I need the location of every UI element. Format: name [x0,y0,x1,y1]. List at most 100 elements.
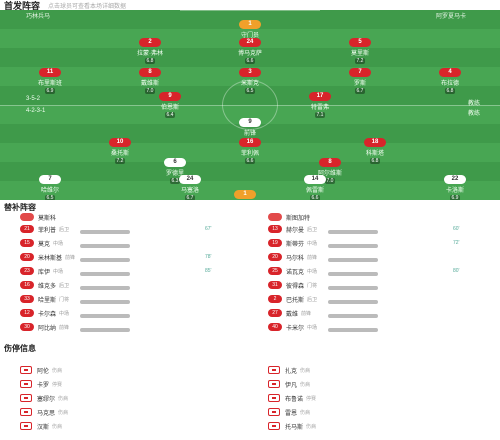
home-player[interactable]: 8 戴维斯 7.0 [110,68,190,94]
injury-icon [20,408,32,416]
sub-role: 中场 [307,240,318,247]
sub-row[interactable]: 19 斯蒂芬 中场 [268,237,317,249]
sub-row[interactable]: 25 诺瓦克 中场 [268,265,317,277]
sub-rating-bar [80,328,130,332]
sub-name: 巴托斯 [286,297,305,304]
away-team-label: 阿罗夏马卡 [435,14,466,20]
home-player[interactable]: 7 罗斯 6.7 [320,68,400,94]
player-name: 佩雷斯 [305,188,324,194]
player-rating: 7.0 [144,88,156,94]
player-name: 罗斯 [353,81,366,87]
home-player[interactable]: 11 布里斯班 6.9 [10,68,90,94]
away-player[interactable]: 16 菲利佩 6.6 [210,138,290,164]
home-player[interactable]: 17 特雷弗 7.1 [280,92,360,118]
player-rating: 6.8 [144,58,156,64]
home-player[interactable]: 2 拉蒙·弗林 6.8 [110,38,190,64]
home-player[interactable]: 4 布拉德 6.8 [410,68,490,94]
injury-row: 汉斯 伤病 [20,420,62,432]
player-rating: 7.0 [324,178,336,184]
away-player[interactable]: 22 卡洛斯 6.9 [415,175,495,200]
home-player[interactable]: 5 莫里斯 7.2 [320,38,400,64]
away-player[interactable]: 8 阿尔维斯 7.0 [290,158,370,184]
sub-name: 戴维 [286,311,299,318]
player-rating: 7.2 [114,158,126,164]
injury-row: 扎克 伤病 [268,364,310,376]
shirt-number: 30 [20,323,34,331]
lineup-title: 首发阵容 [4,0,41,11]
sub-rating-bar [328,272,378,276]
sub-minute: 85' [205,268,212,274]
sub-name: 斯蒂芬 [286,241,305,248]
player-name: 菲利佩 [240,151,259,157]
shirt-number: 7 [39,175,61,184]
away-player[interactable]: 24 马塞洛 6.7 [150,175,230,200]
sub-row[interactable]: 12 卡尔森 中场 [20,307,69,319]
shirt-number: 2 [268,295,282,303]
sub-rating-bar [80,300,130,304]
sub-row[interactable]: 33 哈里斯 门将 [20,293,69,305]
player-rating: 6.5 [244,88,256,94]
home-coach: 教练 [467,101,480,107]
subs-home-team: 莫斯科 [20,211,56,223]
player-rating: 6.3 [169,178,181,184]
sub-row[interactable]: 27 戴维 前锋 [268,307,311,319]
away-player[interactable]: 7 哈维尔 6.5 [10,175,90,200]
sub-row[interactable]: 20 米林斯基 前锋 [20,251,75,263]
injury-player-name: 布鲁诺 [285,396,304,403]
sub-rating-bar [328,300,378,304]
home-player[interactable]: 24 博马克萨 6.6 [210,38,290,64]
shirt-number: 10 [109,138,131,147]
away-player[interactable]: 1门将7.3 [205,190,285,200]
injury-icon [268,422,280,430]
injury-player-name: 汉斯 [37,424,50,431]
sub-row[interactable]: 15 莫克 中场 [20,237,63,249]
sub-row[interactable]: 13 赫尔曼 后卫 [268,223,317,235]
sub-role: 中场 [53,268,64,275]
player-rating: 6.4 [164,112,176,118]
away-player[interactable]: 6 罗德里 6.3 [135,158,215,184]
away-player[interactable]: 18 科斯塔 6.8 [335,138,415,164]
lineup-header: 首发阵容 点击球员可查看本场详细数据 [0,0,500,11]
player-rating: 7.1 [314,112,326,118]
sub-rating-bar [80,272,130,276]
sub-rating-bar [80,314,130,318]
sub-name: 菲利普 [38,227,57,234]
sub-row[interactable]: 30 阿比纳 前锋 [20,321,69,333]
sub-row[interactable]: 2 巴托斯 后卫 [268,293,317,305]
sub-row[interactable]: 23 库伊 中场 [20,265,63,277]
shirt-number: 24 [239,38,261,47]
home-player[interactable]: 3 米斯克 6.5 [210,68,290,94]
player-name: 桑托斯 [110,151,129,157]
home-player[interactable]: 9 伯恩斯 6.4 [130,92,210,118]
player-rating: 6.7 [354,88,366,94]
player-name: 科斯塔 [365,151,384,157]
shirt-number: 7 [349,68,371,77]
injury-reason: 伤病 [300,367,311,374]
injury-reason: 伤病 [52,367,63,374]
player-name: 卡洛斯 [445,188,464,194]
sub-row[interactable]: 20 马尔科 前锋 [268,251,317,263]
sub-row[interactable]: 40 卡米尔 中场 [268,321,317,333]
player-name: 布里斯班 [37,81,62,87]
shirt-number: 9 [159,92,181,101]
player-name: 前锋 [243,131,256,137]
shirt-number: 23 [20,267,34,275]
injury-icon [20,394,32,402]
shirt-number: 16 [20,281,34,289]
away-player[interactable]: 10 桑托斯 7.2 [80,138,160,164]
sub-row[interactable]: 31 彼得森 门将 [268,279,317,291]
shirt-number: 40 [268,323,282,331]
pitch: 巧林兵马 阿罗夏马卡 3-5-2 4-2-3-1 教练 教练 1守门员7.42拉… [0,10,500,200]
shirt-number: 20 [20,253,34,261]
injury-icon [20,366,32,374]
shirt-number: 24 [179,175,201,184]
away-player[interactable]: 14 佩雷斯 6.6 [275,175,355,200]
sub-name: 卡米尔 [286,325,305,332]
sub-row[interactable]: 21 菲利普 后卫 [20,223,69,235]
sub-row[interactable]: 16 维克多 后卫 [20,279,69,291]
sub-role: 中场 [59,310,70,317]
player-name: 罗德里 [165,171,184,177]
subs-home-team-name: 莫斯科 [38,215,57,222]
sub-role: 门将 [307,282,318,289]
sub-role: 后卫 [59,282,70,289]
